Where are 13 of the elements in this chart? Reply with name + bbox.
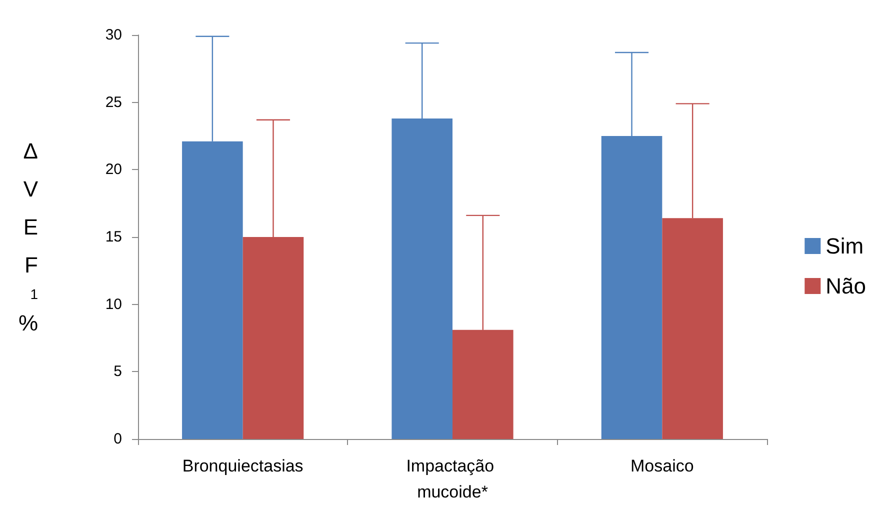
y-tick-label: 5 bbox=[114, 363, 122, 380]
x-tick-label: Mosaico bbox=[630, 456, 694, 476]
x-tick-label: Impactação mucoide* bbox=[406, 456, 499, 502]
y-tick-label: 20 bbox=[105, 161, 122, 178]
y-tick-label: 15 bbox=[105, 228, 122, 246]
legend-label: Sim bbox=[826, 234, 864, 258]
y-tick-label: 25 bbox=[105, 94, 122, 111]
y-tick-label: 0 bbox=[114, 430, 122, 448]
y-axis-title: ΔVEF1% bbox=[18, 138, 38, 336]
y-tick-label: 30 bbox=[105, 26, 122, 44]
y-tick-label: 10 bbox=[105, 296, 122, 313]
x-tick-label: Bronquiectasias bbox=[182, 456, 304, 476]
legend-label: Não bbox=[826, 274, 866, 298]
